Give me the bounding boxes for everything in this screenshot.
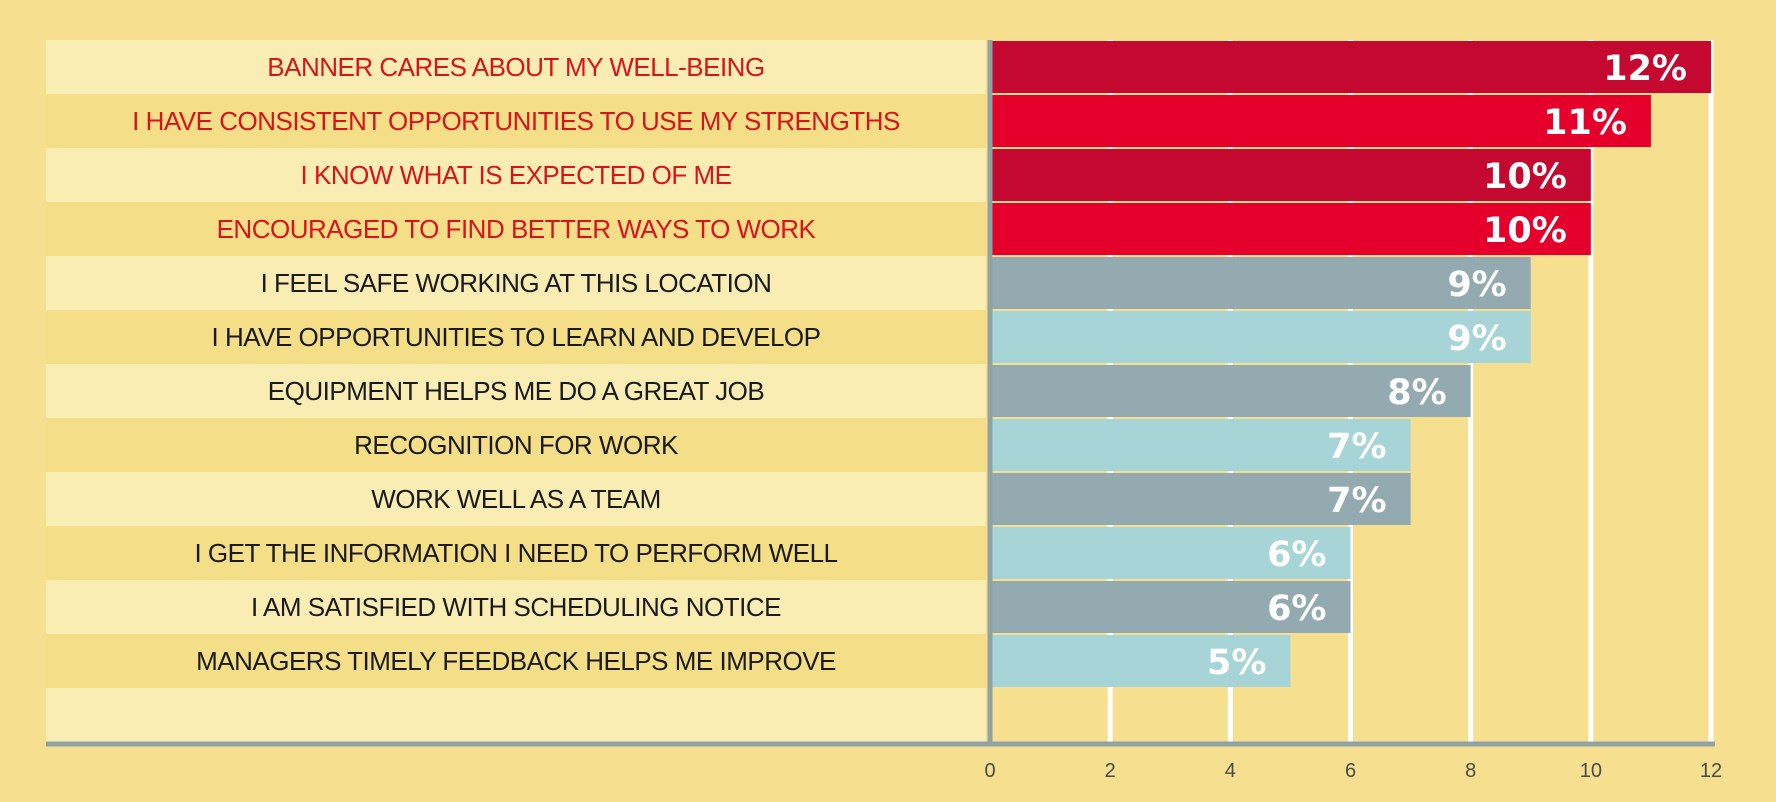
value-labels: 12%11%10%10%9%9%8%7%7%6%6%5% [1207, 49, 1687, 683]
row-stripe [46, 202, 986, 256]
bar [990, 95, 1651, 147]
x-axis: 0 2 4 6 8 10 12 [46, 40, 1722, 782]
bar [990, 581, 1351, 633]
category-label: I HAVE OPPORTUNITIES TO LEARN AND DEVELO… [212, 322, 821, 352]
category-label: I HAVE CONSISTENT OPPORTUNITIES TO USE M… [132, 106, 900, 136]
row-stripe [46, 634, 986, 688]
value-label: 8% [1387, 373, 1446, 413]
x-tick-label: 4 [1225, 760, 1236, 782]
bar [990, 419, 1411, 471]
category-label: ENCOURAGED TO FIND BETTER WAYS TO WORK [217, 214, 817, 244]
bar [990, 365, 1471, 417]
row-stripe [46, 580, 986, 634]
row-stripe [46, 148, 986, 202]
category-label: I KNOW WHAT IS EXPECTED OF ME [301, 160, 732, 190]
x-tick-label: 10 [1580, 760, 1602, 782]
category-label: BANNER CARES ABOUT MY WELL-BEING [267, 52, 764, 82]
x-tick-label: 12 [1700, 760, 1722, 782]
row-stripe [46, 310, 986, 364]
row-stripe [46, 364, 986, 418]
row-stripe [46, 40, 986, 94]
bar [990, 473, 1411, 525]
x-tick-label: 6 [1345, 760, 1356, 782]
value-label: 7% [1327, 481, 1386, 521]
value-label: 6% [1267, 589, 1326, 629]
row-stripe [46, 688, 986, 743]
category-label: EQUIPMENT HELPS ME DO A GREAT JOB [268, 376, 764, 406]
bar [990, 41, 1711, 93]
x-tick-label: 2 [1105, 760, 1116, 782]
category-label: RECOGNITION FOR WORK [354, 430, 679, 460]
bar [990, 149, 1591, 201]
bar [990, 311, 1531, 363]
value-label: 9% [1447, 319, 1506, 359]
x-tick-label: 0 [984, 760, 995, 782]
row-stripes [46, 40, 986, 743]
bars [990, 41, 1711, 687]
bar [990, 203, 1591, 255]
row-stripe [46, 94, 986, 148]
category-label: I FEEL SAFE WORKING AT THIS LOCATION [261, 268, 772, 298]
value-label: 10% [1483, 211, 1567, 251]
value-label: 5% [1207, 643, 1266, 683]
row-stripe [46, 472, 986, 526]
value-label: 6% [1267, 535, 1326, 575]
value-label: 12% [1603, 49, 1687, 89]
bar [990, 635, 1291, 687]
bar [990, 257, 1531, 309]
category-label: I AM SATISFIED WITH SCHEDULING NOTICE [251, 592, 781, 622]
category-label: MANAGERS TIMELY FEEDBACK HELPS ME IMPROV… [196, 646, 836, 676]
bar [990, 527, 1351, 579]
value-label: 10% [1483, 157, 1567, 197]
value-label: 9% [1447, 265, 1506, 305]
x-tick-label: 8 [1465, 760, 1476, 782]
category-label: I GET THE INFORMATION I NEED TO PERFORM … [194, 538, 837, 568]
category-label: WORK WELL AS A TEAM [371, 484, 661, 514]
category-labels: BANNER CARES ABOUT MY WELL-BEING I HAVE C… [132, 52, 900, 676]
row-stripe [46, 418, 986, 472]
row-stripe [46, 526, 986, 580]
value-label: 11% [1543, 103, 1627, 143]
row-stripe [46, 256, 986, 310]
value-label: 7% [1327, 427, 1386, 467]
